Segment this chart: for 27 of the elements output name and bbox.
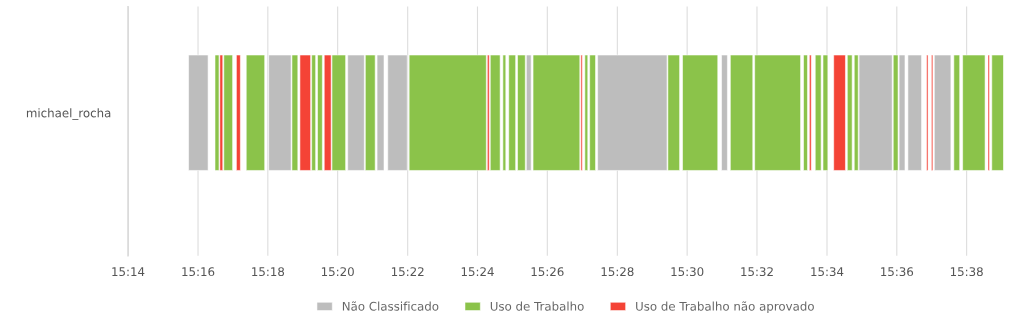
x-tick-label: 15:28: [601, 267, 634, 277]
x-tick-label: 15:16: [182, 267, 215, 277]
bar: [962, 54, 986, 171]
bar: [803, 54, 808, 171]
legend-label: Não Classificado: [342, 301, 439, 311]
bar: [223, 54, 233, 171]
bar: [682, 54, 719, 171]
bar: [214, 54, 220, 171]
y-tick-label: michael_rocha: [26, 108, 111, 120]
legend-label: Uso de Trabalho: [490, 301, 584, 311]
x-tick-label: 15:22: [391, 267, 424, 277]
x-tick-label: 15:14: [112, 267, 145, 277]
x-tick-label: 15:26: [531, 267, 564, 277]
legend-label: Uso de Trabalho não aprovado: [636, 301, 814, 313]
bar: [721, 54, 728, 171]
x-tick-label: 15:38: [950, 267, 983, 277]
bar: [991, 54, 1004, 171]
bar: [188, 54, 209, 171]
x-tick-label: 15:30: [671, 267, 704, 277]
bar: [245, 54, 265, 171]
x-tick-label: 15:20: [321, 267, 354, 277]
x-tick-label: 15:34: [811, 267, 844, 277]
x-tick-label: 15:24: [461, 267, 494, 277]
bar: [236, 54, 241, 171]
x-tick-label: 15:36: [881, 267, 914, 277]
x-tick-label: 15:18: [252, 267, 285, 277]
x-tick-label: 15:32: [741, 267, 773, 277]
